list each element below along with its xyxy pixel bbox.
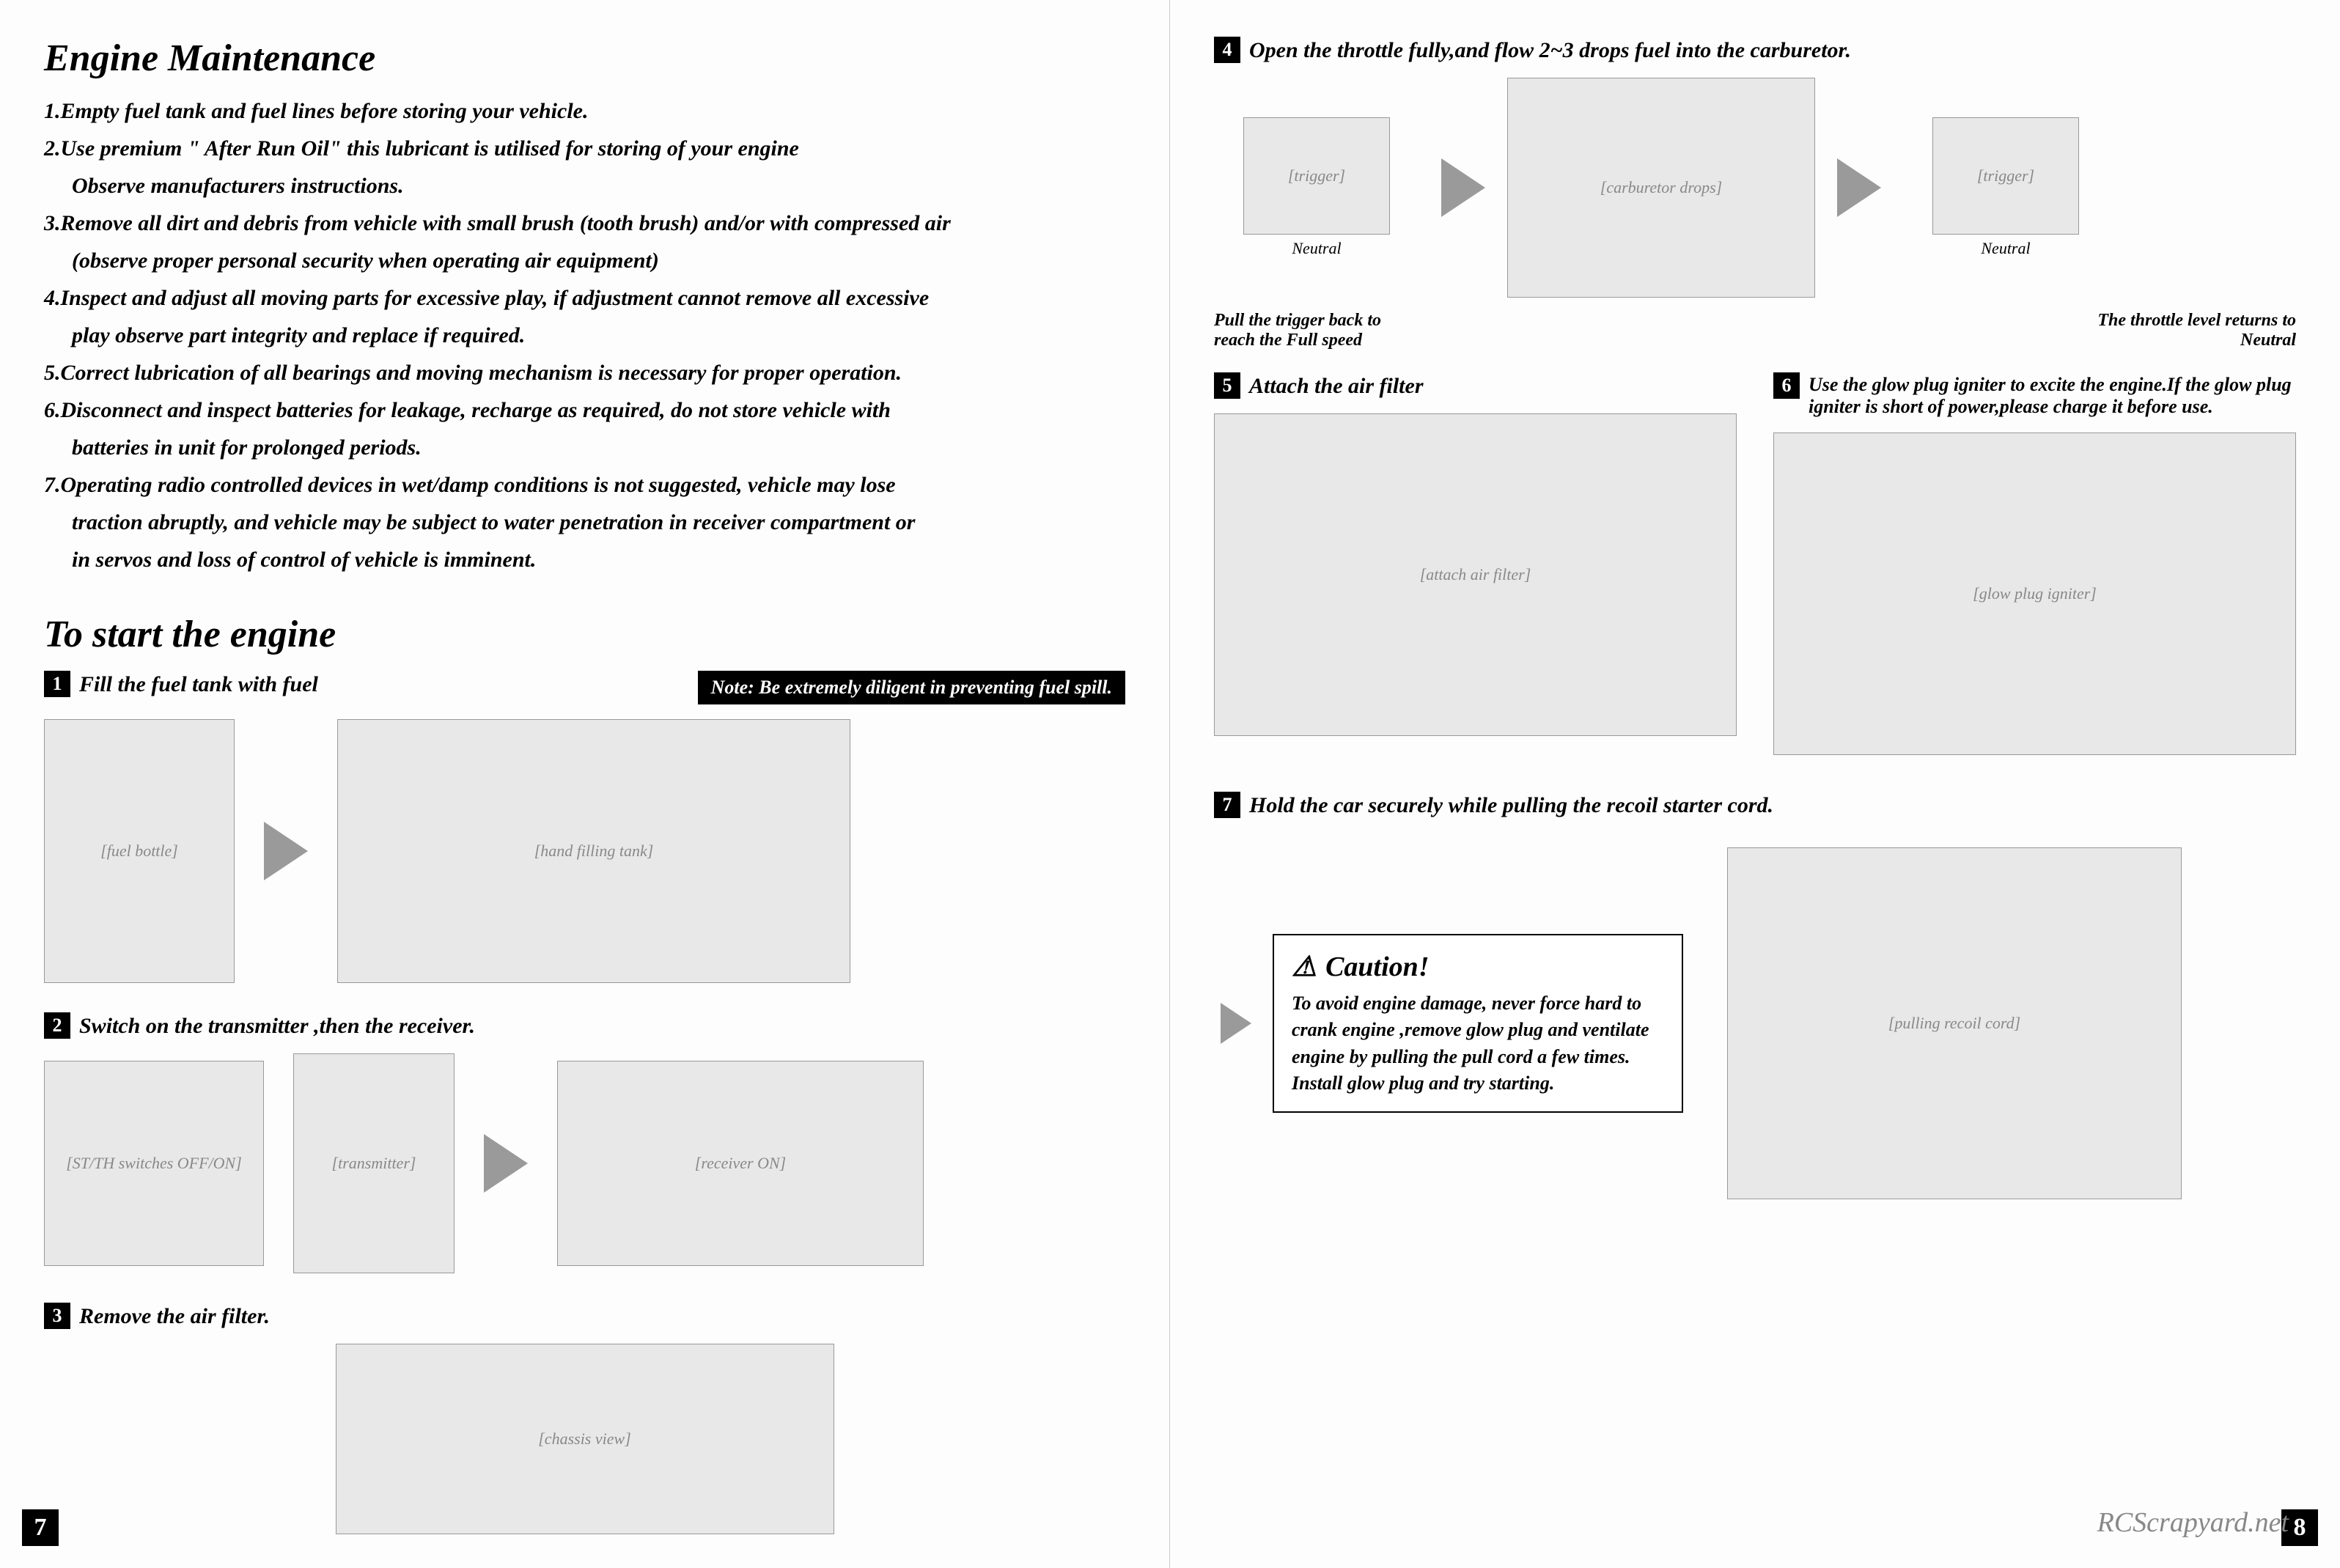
trigger-caption-left: Pull the trigger back to reach the Full … (1214, 311, 1419, 350)
page-number: 7 (22, 1509, 59, 1546)
pull-cord-illus: [pulling recoil cord] (1727, 847, 2182, 1199)
maint-item: 3.Remove all dirt and debris from vehicl… (44, 207, 1125, 240)
step-num-icon: 2 (44, 1012, 70, 1039)
arrow-right-icon (484, 1134, 528, 1193)
manual-spread: Engine Maintenance 1.Empty fuel tank and… (0, 0, 2340, 1568)
step-num-icon: 1 (44, 671, 70, 697)
start-engine-title: To start the engine (44, 613, 1125, 656)
trigger-left: [trigger] Neutral (1214, 117, 1419, 258)
step-6-col: 6 Use the glow plug igniter to excite th… (1773, 372, 2296, 755)
trigger-right: [trigger] Neutral (1903, 117, 2108, 258)
step-1: 1 Fill the fuel tank with fuel Note: Be … (44, 671, 1125, 704)
arrow-right-icon (1441, 158, 1485, 217)
igniter-illus: [glow plug igniter] (1773, 433, 2296, 755)
step-4-illustration: [trigger] Neutral [carburetor drops] [tr… (1214, 78, 2296, 298)
trigger-captions: Pull the trigger back to reach the Full … (1214, 305, 2296, 350)
hand-fill-illus: [hand filling tank] (337, 719, 850, 983)
step-5-col: 5 Attach the air filter [attach air filt… (1214, 372, 1737, 755)
arrow-right-icon (1221, 1003, 1251, 1044)
step-text: Switch on the transmitter ,then the rece… (79, 1012, 475, 1039)
step-3-illustration: [chassis view] (44, 1344, 1125, 1534)
carburetor-illus: [carburetor drops] (1507, 78, 1815, 298)
step-4: 4 Open the throttle fully,and flow 2~3 d… (1214, 37, 2296, 63)
maint-item: 2.Use premium " After Run Oil" this lubr… (44, 132, 1125, 165)
step-text: Fill the fuel tank with fuel (79, 671, 318, 697)
arrow-right-icon (1837, 158, 1881, 217)
fuel-bottle-illus: [fuel bottle] (44, 719, 235, 983)
maint-item: Observe manufacturers instructions. (44, 169, 1125, 202)
maintenance-list: 1.Empty fuel tank and fuel lines before … (44, 95, 1125, 576)
step-num-icon: 4 (1214, 37, 1240, 63)
step-2: 2 Switch on the transmitter ,then the re… (44, 1012, 1125, 1039)
maint-item: 6.Disconnect and inspect batteries for l… (44, 394, 1125, 427)
maint-item: batteries in unit for prolonged periods. (44, 431, 1125, 464)
neutral-label: Neutral (1981, 239, 2030, 258)
step-text: Attach the air filter (1249, 372, 1424, 399)
maint-item: 1.Empty fuel tank and fuel lines before … (44, 95, 1125, 128)
receiver-on-illus: [receiver ON] (557, 1061, 924, 1266)
step-text: Open the throttle fully,and flow 2~3 dro… (1249, 37, 1851, 63)
caution-text: To avoid engine damage, never force hard… (1292, 990, 1664, 1097)
step-num-icon: 5 (1214, 372, 1240, 399)
caution-box: Caution! To avoid engine damage, never f… (1273, 934, 1683, 1114)
note-box: Note: Be extremely diligent in preventin… (698, 671, 1125, 704)
page-7: Engine Maintenance 1.Empty fuel tank and… (0, 0, 1170, 1568)
step-2-illustration: [ST/TH switches OFF/ON] [transmitter] [r… (44, 1053, 1125, 1273)
chassis-illus: [chassis view] (336, 1344, 834, 1534)
step-5: 5 Attach the air filter (1214, 372, 1737, 399)
step-3: 3 Remove the air filter. (44, 1303, 1125, 1329)
arrow-right-icon (264, 822, 308, 880)
trigger-caption-right: The throttle level returns to Neutral (2091, 311, 2296, 350)
maint-item: (observe proper personal security when o… (44, 244, 1125, 277)
step-num-icon: 7 (1214, 792, 1240, 818)
watermark: RCScrapyard.net (2097, 1506, 2289, 1539)
step-text: Hold the car securely while pulling the … (1249, 792, 1773, 818)
transmitter-illus: [transmitter] (293, 1053, 455, 1273)
maintenance-title: Engine Maintenance (44, 37, 1125, 80)
steps-5-6: 5 Attach the air filter [attach air filt… (1214, 372, 2296, 755)
step-text: Remove the air filter. (79, 1303, 270, 1329)
maint-item: 7.Operating radio controlled devices in … (44, 468, 1125, 501)
step-7: 7 Hold the car securely while pulling th… (1214, 792, 2296, 818)
step-1-illustration: [fuel bottle] [hand filling tank] (44, 719, 1125, 983)
step-num-icon: 6 (1773, 372, 1800, 399)
caution-title: Caution! (1292, 950, 1664, 983)
step-6: 6 Use the glow plug igniter to excite th… (1773, 372, 2296, 418)
step-num-icon: 3 (44, 1303, 70, 1329)
step-7-row: Caution! To avoid engine damage, never f… (1214, 847, 2296, 1199)
caution-wrap: Caution! To avoid engine damage, never f… (1214, 934, 1683, 1114)
step-text: Use the glow plug igniter to excite the … (1809, 372, 2296, 418)
maint-item: in servos and loss of control of vehicle… (44, 543, 1125, 576)
switches-illus: [ST/TH switches OFF/ON] (44, 1061, 264, 1266)
filter-attach-illus: [attach air filter] (1214, 413, 1737, 736)
maint-item: 5.Correct lubrication of all bearings an… (44, 356, 1125, 389)
maint-item: play observe part integrity and replace … (44, 319, 1125, 352)
trigger-illus: [trigger] (1243, 117, 1390, 235)
maint-item: 4.Inspect and adjust all moving parts fo… (44, 281, 1125, 314)
page-8: 4 Open the throttle fully,and flow 2~3 d… (1170, 0, 2340, 1568)
maint-item: traction abruptly, and vehicle may be su… (44, 506, 1125, 539)
neutral-label: Neutral (1292, 239, 1341, 258)
trigger-illus: [trigger] (1932, 117, 2079, 235)
